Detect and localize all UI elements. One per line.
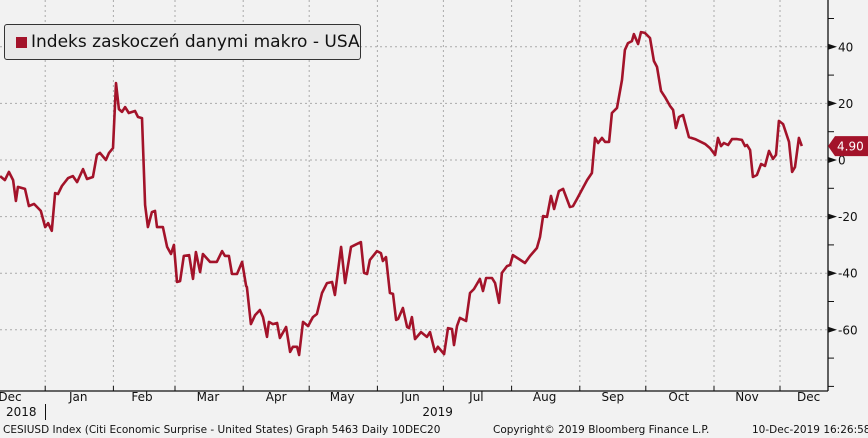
- legend-label: Indeks zaskoczeń danymi makro - USA: [31, 32, 360, 52]
- x-tick-label: Jan: [68, 390, 88, 404]
- series-line: [0, 30, 804, 357]
- legend-swatch: [16, 36, 27, 48]
- y-tick-label: -20: [838, 210, 858, 224]
- y-tick-label: 40: [838, 40, 853, 54]
- footer-copyright: Copyright© 2019 Bloomberg Finance L.P.: [493, 424, 710, 436]
- footer-source: CESIUSD Index (Citi Economic Surprise - …: [3, 424, 441, 436]
- last-value-label: 4.90: [837, 140, 864, 154]
- x-tick-label: Jun: [401, 390, 420, 404]
- y-tick-label: -40: [838, 267, 858, 281]
- x-tick-label: Aug: [532, 390, 557, 404]
- y-tick: [828, 100, 837, 107]
- last-value-badge: [828, 136, 868, 157]
- x-tick-label: Feb: [131, 390, 153, 404]
- footer-timestamp: 10-Dec-2019 16:26:58: [752, 424, 868, 436]
- x-tick-label: May: [329, 390, 355, 404]
- y-tick: [828, 157, 837, 163]
- year-separator: [45, 404, 46, 420]
- x-tick-label: Oct: [668, 390, 690, 404]
- legend: Indeks zaskoczeń danymi makro - USA: [4, 24, 361, 60]
- y-tick-label: 0: [838, 154, 846, 168]
- y-tick-label: 20: [838, 97, 853, 111]
- y-tick: [828, 326, 837, 333]
- x-year-label: 2019: [422, 405, 453, 419]
- x-year-label: 2018: [6, 405, 37, 419]
- x-tick-label: Nov: [735, 390, 759, 404]
- y-tick: [828, 213, 837, 220]
- x-tick-label: Sep: [601, 390, 625, 404]
- y-tick: [828, 43, 837, 50]
- x-tick-label: Jul: [469, 390, 484, 404]
- x-tick-label: Mar: [196, 390, 220, 404]
- y-tick: [828, 270, 837, 277]
- y-tick-label: -60: [838, 323, 858, 337]
- x-tick-label: Dec: [0, 390, 22, 404]
- x-tick-label: Apr: [265, 390, 287, 404]
- x-tick-label: Dec: [796, 390, 821, 404]
